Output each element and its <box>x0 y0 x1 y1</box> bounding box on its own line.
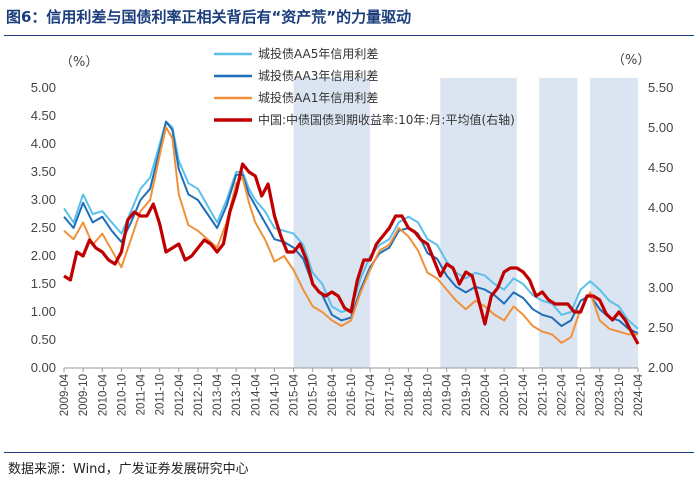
left-tick-label: 1.00 <box>31 304 56 319</box>
x-tick-label: 2015-10 <box>308 374 320 416</box>
right-tick-label: 2.50 <box>648 320 673 335</box>
right-axis-ticks: 2.00 2.50 3.00 3.50 4.00 4.50 5.00 5.50 <box>648 80 673 375</box>
left-tick-label: 4.50 <box>31 108 56 123</box>
x-tick-label: 2014-10 <box>269 374 281 416</box>
left-axis-unit: （%） <box>60 55 98 70</box>
right-tick-label: 5.00 <box>648 120 673 135</box>
shaded-period-3 <box>590 78 638 368</box>
left-tick-label: 3.50 <box>31 164 56 179</box>
left-tick-label: 0.00 <box>31 360 56 375</box>
x-tick-label: 2024-04 <box>633 373 645 416</box>
x-tick-label: 2017-04 <box>365 373 377 416</box>
left-tick-label: 5.00 <box>31 80 56 95</box>
left-tick-label: 3.00 <box>31 192 56 207</box>
right-tick-label: 4.00 <box>648 200 673 215</box>
x-tick-label: 2014-04 <box>250 373 262 416</box>
x-tick-label: 2023-04 <box>595 373 607 416</box>
chart: 0.00 0.50 1.00 1.50 2.00 2.50 3.00 3.50 4.00 4.50… <box>31 46 674 416</box>
x-tick-label: 2020-04 <box>480 373 492 416</box>
x-tick-label: 2020-10 <box>499 374 511 416</box>
left-tick-label: 2.00 <box>31 248 56 263</box>
left-axis-ticks: 0.00 0.50 1.00 1.50 2.00 2.50 3.00 3.50 4.00 4.50… <box>31 80 56 375</box>
left-tick-label: 1.50 <box>31 276 56 291</box>
x-tick-label: 2021-10 <box>537 374 549 416</box>
legend-label-0: 城投债AA5年信用利差 <box>258 46 378 61</box>
x-tick-label: 2013-10 <box>231 374 243 416</box>
right-axis-unit: （%） <box>612 53 650 68</box>
legend-label-1: 城投债AA3年信用利差 <box>258 68 378 83</box>
x-tick-label: 2013-04 <box>212 373 224 416</box>
left-tick-label: 4.00 <box>31 136 56 151</box>
legend: 城投债AA5年信用利差城投债AA3年信用利差城投债AA1年信用利差中国:中债国债… <box>214 46 515 127</box>
series-line-2 <box>63 126 638 344</box>
x-tick-label: 2017-10 <box>384 374 396 416</box>
x-axis: 2009-04 2009-10 2010-04 2010-10 2011-04 2011-… <box>59 367 645 416</box>
x-tick-label: 2009-10 <box>78 374 90 416</box>
right-tick-label: 3.50 <box>648 240 673 255</box>
left-tick-label: 2.50 <box>31 220 56 235</box>
x-tick-label: 2009-04 <box>59 373 71 416</box>
series-lines <box>63 120 640 345</box>
x-tick-label: 2023-10 <box>614 374 626 416</box>
source-note: 数据来源：Wind，广发证券发展研究中心 <box>8 462 249 477</box>
x-tick-label: 2019-04 <box>442 373 454 416</box>
series-line-3 <box>63 162 640 345</box>
bottom-rule <box>4 452 694 453</box>
x-tick-label: 2019-10 <box>461 374 473 416</box>
right-tick-label: 3.00 <box>648 280 673 295</box>
legend-label-3: 中国:中债国债到期收益率:10年:月:平均值(右轴) <box>258 112 515 127</box>
x-tick-label: 2011-10 <box>155 374 167 415</box>
x-tick-label: 2016-04 <box>327 373 339 416</box>
x-tick-label: 2010-04 <box>97 373 109 416</box>
x-tick-label: 2022-04 <box>556 373 568 416</box>
x-tick-label: 2010-10 <box>116 374 128 416</box>
figure-title: 图6：信用利差与国债利率正相关背后有“资产荒”的力量驱动 <box>6 8 412 26</box>
x-tick-label: 2022-10 <box>576 374 588 416</box>
left-tick-label: 0.50 <box>31 332 56 347</box>
shaded-periods <box>293 78 638 368</box>
right-tick-label: 4.50 <box>648 160 673 175</box>
legend-label-2: 城投债AA1年信用利差 <box>258 90 378 105</box>
x-tick-label: 2011-04 <box>136 373 148 415</box>
x-tick-label: 2021-04 <box>518 373 530 416</box>
x-tick-label: 2015-04 <box>289 373 301 416</box>
x-tick-label: 2012-04 <box>174 373 186 416</box>
right-tick-label: 5.50 <box>648 80 673 95</box>
x-tick-label: 2016-10 <box>346 374 358 416</box>
series-line-1 <box>63 120 639 335</box>
title-rule <box>4 35 694 36</box>
x-tick-label: 2018-10 <box>423 374 435 416</box>
x-tick-label: 2012-10 <box>193 374 205 416</box>
right-tick-label: 2.00 <box>648 360 673 375</box>
x-tick-label: 2018-04 <box>403 373 415 416</box>
